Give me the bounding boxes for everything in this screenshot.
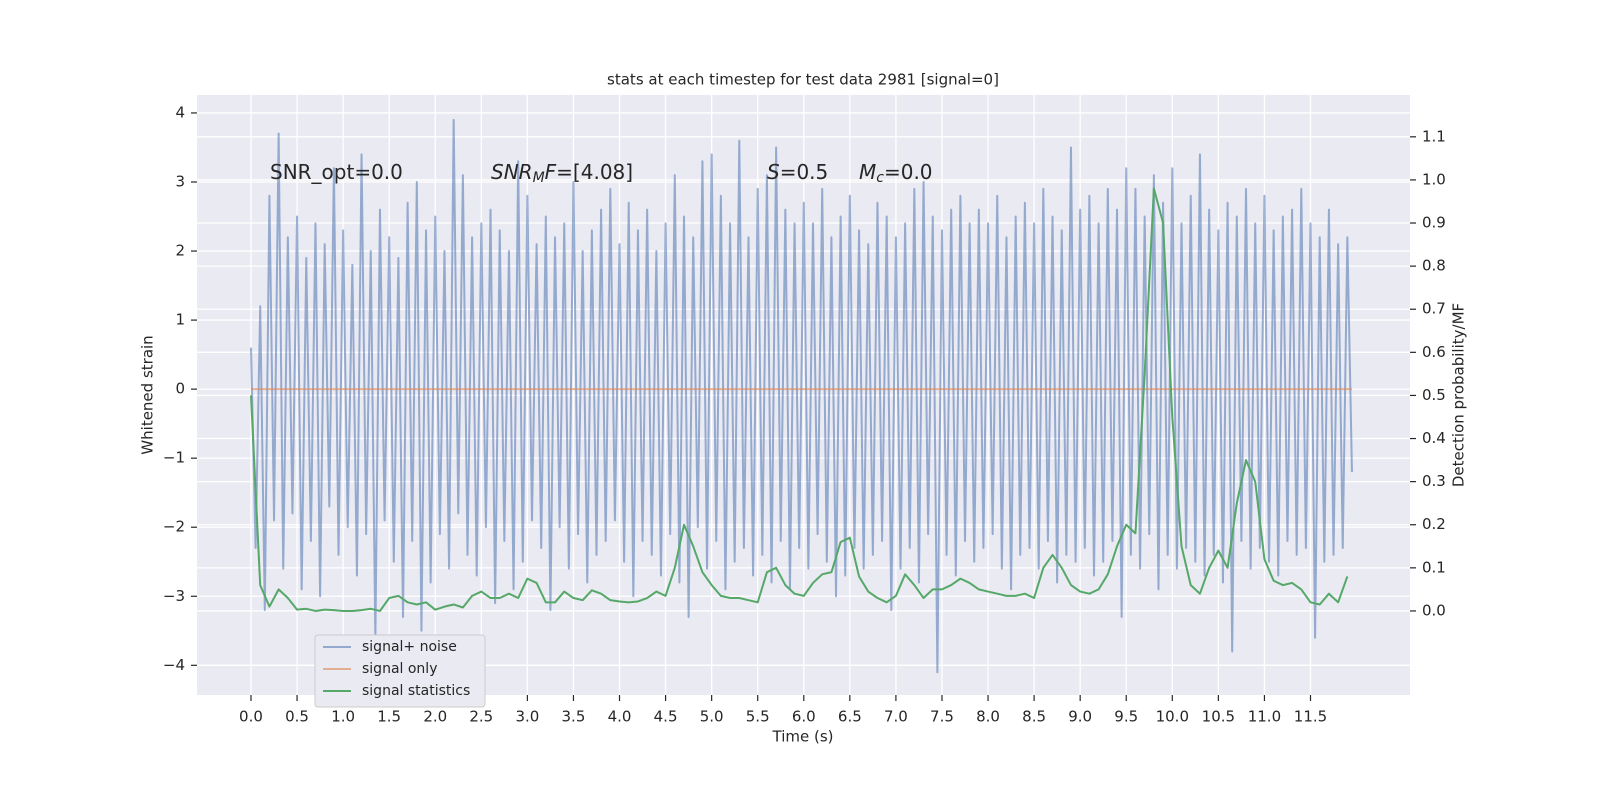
annotation-part: S: [767, 160, 780, 184]
annotation-part: =[4.08]: [556, 160, 633, 184]
legend: signal+ noise signal only signal statistic…: [314, 634, 486, 708]
legend-label: signal+ noise: [362, 639, 457, 655]
annotation: S=0.5: [767, 160, 828, 184]
x-tick-label: 0.5: [285, 708, 309, 726]
x-tick-label: 1.0: [331, 708, 355, 726]
annotation-part: M: [533, 170, 545, 186]
y2-tick-label: 0.7: [1422, 300, 1446, 318]
x-tick-label: 0.0: [239, 708, 263, 726]
x-axis-label: Time (s): [772, 728, 834, 746]
annotation: SNR_opt=0.0: [270, 160, 403, 184]
annotation-part: =0.5: [780, 160, 829, 184]
y-tick-label: −1: [163, 449, 185, 467]
y2-tick-label: 0.8: [1422, 257, 1446, 275]
y-tick-label: 4: [175, 103, 185, 121]
chart-title: stats at each timestep for test data 298…: [607, 71, 999, 89]
annotation-part: SNR: [491, 160, 533, 184]
x-tick-label: 4.0: [608, 708, 632, 726]
y2-axis-label: Detection probability/MF: [1450, 303, 1468, 487]
y-axis-label: Whitened strain: [139, 335, 157, 454]
series-line: [249, 187, 1349, 612]
x-tick-label: 11.0: [1248, 708, 1281, 726]
x-tick-label: 7.0: [884, 708, 908, 726]
x-tick-label: 9.0: [1068, 708, 1092, 726]
x-tick-label: 9.5: [1114, 708, 1138, 726]
y2-tick-label: 1.1: [1422, 127, 1446, 145]
x-tick-label: 10.5: [1202, 708, 1235, 726]
y2-tick-label: 0.1: [1422, 558, 1446, 576]
annotation-part: F: [545, 160, 557, 184]
x-tick-label: 4.5: [654, 708, 678, 726]
x-tick-label: 10.0: [1156, 708, 1189, 726]
annotation: Mc=0.0: [859, 160, 933, 187]
y2-tick-label: 1.0: [1422, 170, 1446, 188]
x-tick-label: 2.5: [469, 708, 493, 726]
x-tick-label: 3.0: [515, 708, 539, 726]
y-tick-label: −3: [163, 587, 185, 605]
annotation-part: M: [859, 160, 876, 184]
x-tick-label: 8.0: [976, 708, 1000, 726]
y-tick-label: 1: [175, 311, 185, 329]
series-line: [249, 118, 1353, 674]
y2-tick-label: 0.4: [1422, 429, 1446, 447]
x-tick-label: 2.0: [423, 708, 447, 726]
x-tick-label: 11.5: [1294, 708, 1327, 726]
legend-label: signal only: [362, 661, 437, 677]
x-tick-label: 8.5: [1022, 708, 1046, 726]
x-tick-label: 5.5: [746, 708, 770, 726]
y2-tick-label: 0.9: [1422, 214, 1446, 232]
annotation: SNRMF=[4.08]: [491, 160, 633, 187]
x-tick-label: 7.5: [930, 708, 954, 726]
x-tick-label: 6.0: [792, 708, 816, 726]
y2-tick-label: 0.3: [1422, 472, 1446, 490]
y-tick-label: −4: [163, 656, 185, 674]
x-tick-label: 5.0: [700, 708, 724, 726]
legend-box: [314, 634, 486, 708]
x-tick-label: 6.5: [838, 708, 862, 726]
annotation-part: SNR_opt=0.0: [270, 160, 403, 184]
y2-tick-label: 0.0: [1422, 601, 1446, 619]
x-tick-label: 3.5: [562, 708, 586, 726]
y-tick-label: −2: [163, 518, 185, 536]
annotation-part: =0.0: [884, 160, 933, 184]
y-tick-label: 0: [175, 380, 185, 398]
y2-tick-label: 0.6: [1422, 343, 1446, 361]
y-tick-label: 3: [175, 172, 185, 190]
y2-tick-label: 0.5: [1422, 386, 1446, 404]
y-tick-label: 2: [175, 242, 185, 260]
y2-tick-label: 0.2: [1422, 515, 1446, 533]
legend-label: signal statistics: [362, 683, 470, 699]
annotation-part: c: [876, 170, 884, 186]
x-tick-label: 1.5: [377, 708, 401, 726]
